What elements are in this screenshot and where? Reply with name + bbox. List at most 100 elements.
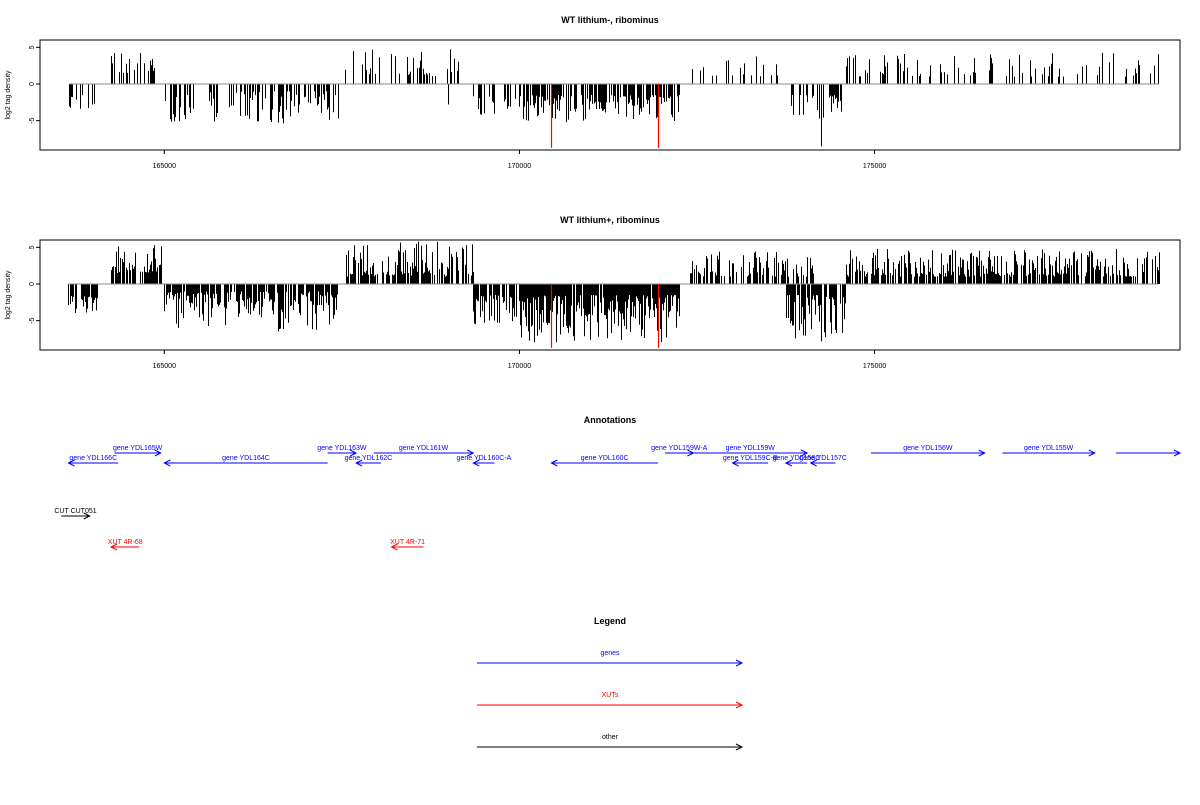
- arrow-head: [83, 512, 91, 520]
- track-title: WT lithium-, ribominus: [561, 15, 659, 25]
- feature-label: gene YDL162C: [345, 455, 393, 462]
- y-tick-label: -5: [29, 117, 36, 123]
- density-bars: [69, 49, 1159, 147]
- legend-item-xuts: XUTs: [477, 692, 744, 709]
- arrow-head: [467, 449, 475, 457]
- feature-gene-ydl164c: gene YDL164C: [163, 455, 328, 467]
- legend-label: other: [602, 734, 619, 741]
- arrow-head: [390, 543, 398, 551]
- y-tick-label: 5: [29, 245, 36, 249]
- feature-gene-ydl159w-a: gene YDL159W-A: [651, 445, 708, 457]
- feature-label: gene YDL159W-A: [651, 445, 707, 452]
- annotations-title: Annotations: [584, 415, 637, 425]
- feature-xut-4r-71: XUT 4R-71: [390, 539, 425, 551]
- feature-gene-ydl162c: gene YDL162C: [345, 455, 393, 467]
- feature-arrows: gene YDL166C gene YDL165W gene YDL164C gene…: [54, 445, 1182, 551]
- feature-label: gene YDL163W: [317, 445, 367, 452]
- feature-label: gene YDL157C: [799, 455, 847, 462]
- feature-gene-ydl165w: gene YDL165W: [113, 445, 163, 457]
- arrow-head: [154, 449, 162, 457]
- arrow-head: [784, 459, 793, 467]
- legend-item-other: other: [477, 734, 744, 751]
- legend-arrow-head: [735, 701, 744, 709]
- feature-xut-4r-68: XUT 4R-68: [108, 539, 143, 551]
- arrow-head: [809, 459, 817, 467]
- arrow-head: [550, 459, 558, 467]
- y-axis: -5 0 5: [29, 245, 40, 324]
- x-tick-label: 175000: [863, 163, 886, 170]
- arrow-head: [1088, 449, 1096, 457]
- x-tick-label: 175000: [863, 363, 886, 370]
- y-axis-label: log2 tag density: [5, 270, 12, 320]
- legend-items: genes XUTs other: [477, 650, 744, 751]
- arrow-head: [67, 459, 75, 467]
- arrow-head: [109, 543, 118, 551]
- x-tick-label: 165000: [153, 163, 176, 170]
- feature-label: gene YDL165W: [113, 445, 163, 452]
- arrow-head: [354, 459, 363, 467]
- highlight-marks: [550, 284, 660, 348]
- highlight-marks: [550, 84, 660, 148]
- feature-cut-cut051: CUT CUT051: [54, 508, 97, 520]
- x-tick-label: 170000: [508, 163, 531, 170]
- density-bars: [68, 241, 1160, 343]
- legend-arrow-head: [735, 743, 744, 751]
- x-tick-label: 170000: [508, 363, 531, 370]
- plot-frame: [39, 239, 1181, 351]
- feature-gene-ydl161w: gene YDL161W: [373, 445, 475, 457]
- feature-label: gene YDL166C: [69, 455, 117, 462]
- legend-label: XUTs: [602, 692, 619, 699]
- feature-gene-ydl155w: gene YDL155W: [1002, 445, 1096, 457]
- feature-label: gene YDL155W: [1024, 445, 1074, 452]
- y-tick-label: -5: [29, 317, 36, 323]
- feature-gene-ydl163w: gene YDL163W: [317, 445, 367, 457]
- arrow-head: [163, 459, 171, 467]
- feature-unnamed: [1116, 449, 1182, 457]
- y-tick-label: 5: [29, 45, 36, 49]
- legend: Legend genes XUTs other: [477, 616, 744, 751]
- feature-gene-ydl160c: gene YDL160C: [550, 455, 658, 467]
- feature-gene-ydl159c-b: gene YDL159C-B: [723, 455, 778, 467]
- x-tick-label: 165000: [153, 363, 176, 370]
- x-axis: 165000 170000 175000: [153, 350, 886, 370]
- arrow-head: [978, 449, 986, 457]
- y-axis: -5 0 5: [29, 45, 40, 124]
- legend-title: Legend: [594, 616, 626, 626]
- arrow-head: [800, 449, 809, 457]
- feature-label: gene YDL164C: [222, 455, 270, 462]
- feature-label: gene YDL160C: [581, 455, 629, 462]
- arrow-head: [349, 449, 358, 457]
- feature-label: XUT 4R-68: [108, 539, 143, 546]
- track-panel-lithium-minus: WT lithium-, ribominus log2 tag density …: [5, 15, 1181, 170]
- y-tick-label: 0: [29, 82, 36, 86]
- feature-label: gene YDL161W: [399, 445, 449, 452]
- feature-label: CUT CUT051: [54, 508, 96, 515]
- arrow-head: [1173, 449, 1182, 457]
- feature-gene-ydl158c: gene YDL158C: [773, 455, 821, 467]
- feature-gene-ydl156w: gene YDL156W: [871, 445, 986, 457]
- arrow-head: [731, 459, 739, 467]
- track-title: WT lithium+, ribominus: [560, 215, 660, 225]
- legend-item-genes: genes: [477, 650, 744, 667]
- feature-gene-ydl160c-a: gene YDL160C-A: [457, 455, 512, 467]
- feature-label: XUT 4R-71: [390, 539, 425, 546]
- y-tick-label: 0: [29, 282, 36, 286]
- feature-gene-ydl166c: gene YDL166C: [67, 455, 119, 467]
- feature-label: gene YDL160C-A: [457, 455, 512, 462]
- track-panel-lithium-plus: WT lithium+, ribominus log2 tag density …: [5, 215, 1181, 370]
- feature-label: gene YDL156W: [903, 445, 953, 452]
- feature-gene-ydl159w: gene YDL159W: [693, 445, 809, 457]
- feature-label: gene YDL159W: [726, 445, 776, 452]
- arrow-head: [472, 459, 480, 467]
- legend-arrow-head: [735, 659, 744, 667]
- x-axis: 165000 170000 175000: [153, 150, 886, 170]
- feature-gene-ydl157c: gene YDL157C: [799, 455, 847, 467]
- feature-label: gene YDL158C: [773, 455, 821, 462]
- y-axis-label: log2 tag density: [5, 70, 12, 120]
- plot-frame: [39, 39, 1181, 151]
- legend-label: genes: [600, 650, 620, 657]
- feature-label: gene YDL159C-B: [723, 455, 778, 462]
